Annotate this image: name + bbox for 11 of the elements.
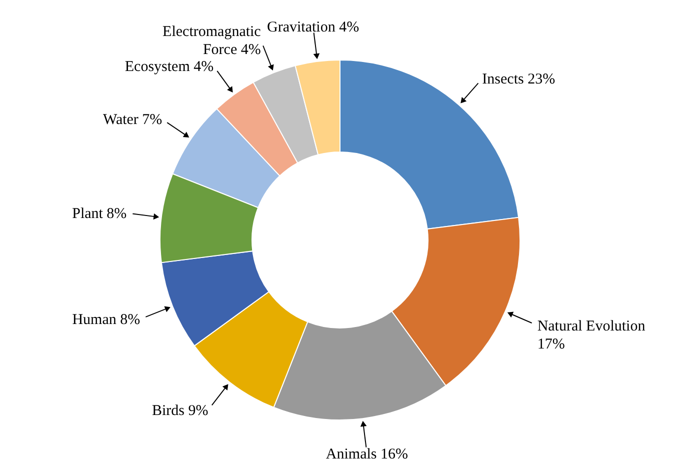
slice-label: Natural Evolution [537, 318, 646, 334]
data-label: 17% [537, 336, 565, 352]
slice-label: Water 7% [102, 112, 162, 128]
slice-label: Plant 8% [72, 206, 127, 222]
slice-label: Human 8% [72, 312, 140, 328]
slice-label: Animals 16% [326, 446, 408, 462]
slice-label: Insects 23% [482, 72, 556, 88]
slice-label: Birds 9% [152, 402, 208, 419]
slice-label: Gravitation 4% [267, 20, 360, 36]
slice-label: Electromagnatic Force 4% [162, 24, 262, 58]
slice-label: Ecosystem 4% [124, 59, 214, 76]
